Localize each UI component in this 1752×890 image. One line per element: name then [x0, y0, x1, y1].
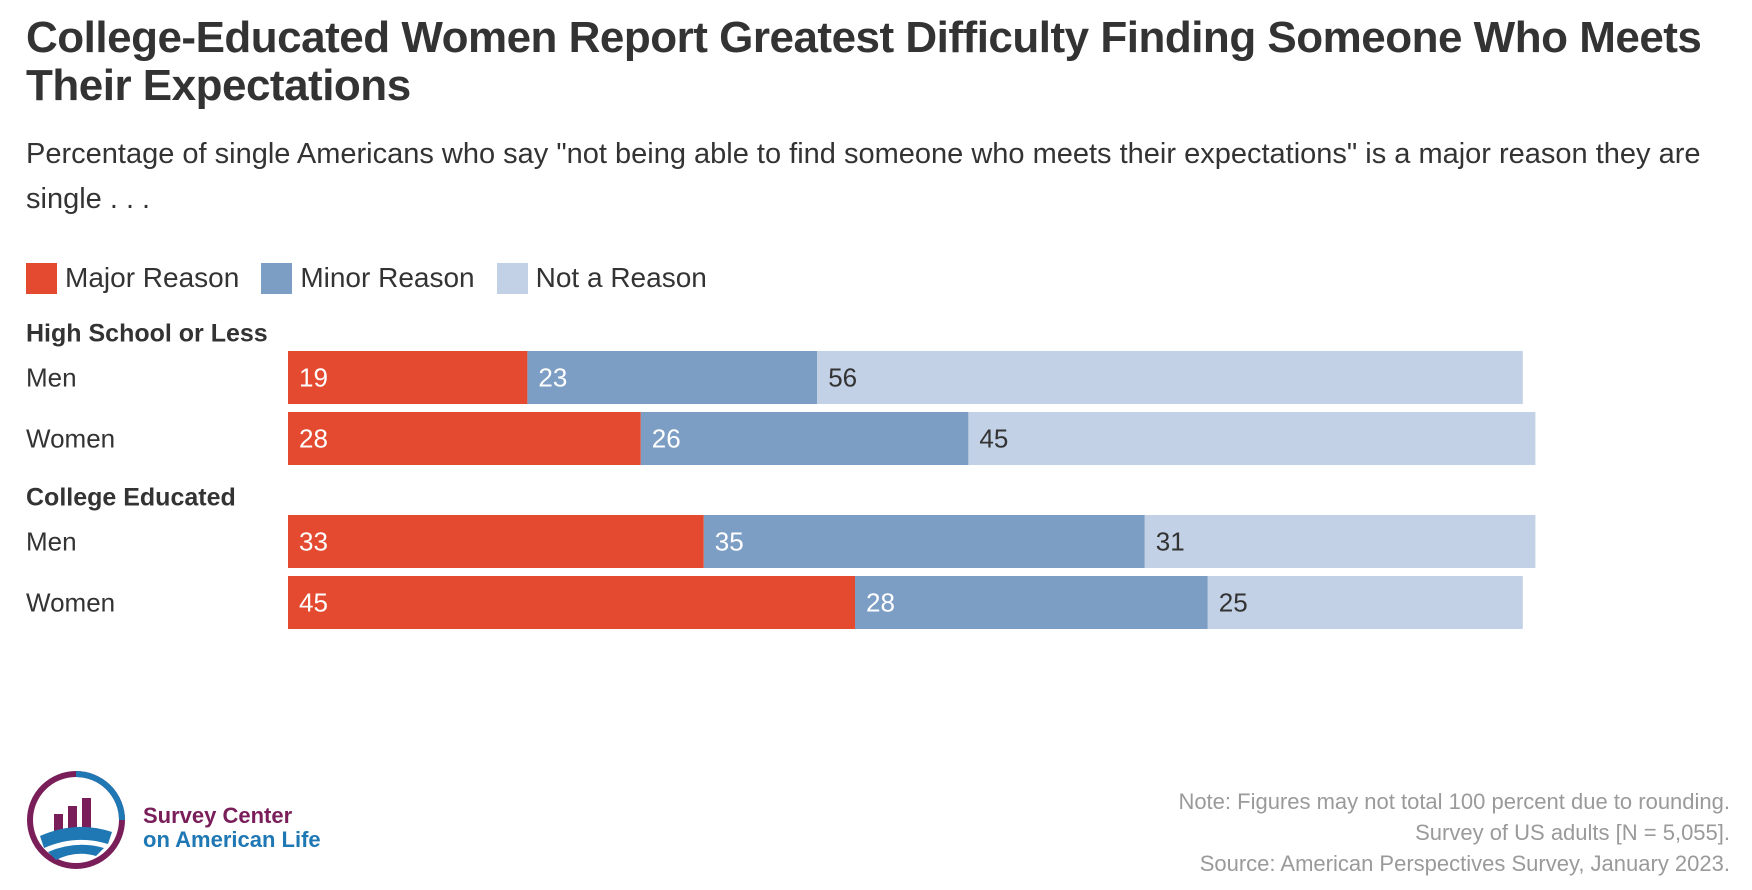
legend: Major Reason Minor Reason Not a Reason [26, 262, 729, 294]
logo-text: Survey Center on American Life [143, 804, 321, 852]
group-label: High School or Less [26, 320, 268, 348]
bar-segment [1144, 515, 1536, 568]
logo-line-2: on American Life [143, 827, 321, 852]
legend-label-not: Not a Reason [535, 262, 707, 293]
bar-segment [288, 412, 641, 465]
data-label: 35 [715, 527, 744, 557]
bar-segment [288, 515, 704, 568]
bar-segment [288, 576, 855, 629]
data-label: 19 [299, 363, 328, 393]
survey-center-logo-icon [27, 771, 125, 869]
data-label: 45 [299, 588, 328, 618]
data-label: 45 [979, 424, 1008, 454]
data-label: 56 [828, 363, 857, 393]
chart-title: College-Educated Women Report Greatest D… [26, 13, 1702, 110]
group-label: College Educated [26, 484, 236, 512]
data-label: 28 [299, 424, 328, 454]
legend-item-major: Major Reason [26, 262, 239, 294]
bar-segment [527, 351, 818, 404]
bar-segment [288, 351, 528, 404]
row-label: Women [26, 424, 115, 454]
data-label: 28 [866, 588, 895, 618]
bar-segment [817, 351, 1523, 404]
row-label: Men [26, 527, 77, 557]
note-sample: Survey of US adults [N = 5,055]. [1415, 820, 1730, 845]
legend-swatch-minor [261, 262, 293, 294]
legend-label-major: Major Reason [65, 262, 240, 293]
logo-line-1: Survey Center [143, 803, 293, 828]
row-label: Men [26, 363, 77, 393]
note-rounding: Note: Figures may not total 100 percent … [1178, 789, 1730, 814]
chart-notes: Note: Figures may not total 100 percent … [1178, 786, 1730, 879]
bar-segment [703, 515, 1145, 568]
note-source: Source: American Perspectives Survey, Ja… [1199, 851, 1730, 876]
bar-segment [855, 576, 1208, 629]
stacked-bar-chart: High School or Less Men 19 23 56 Women 28 26 45 C… [26, 320, 1536, 629]
legend-item-not: Not a Reason [496, 262, 707, 294]
data-label: 33 [299, 527, 328, 557]
bar-segment [640, 412, 969, 465]
chart-subtitle: Percentage of single Americans who say "… [26, 138, 1701, 215]
legend-item-minor: Minor Reason [261, 262, 475, 294]
data-label: 31 [1156, 527, 1185, 557]
row-label: Women [26, 588, 115, 618]
legend-swatch-not [496, 262, 528, 294]
legend-label-minor: Minor Reason [300, 262, 475, 293]
data-label: 25 [1219, 588, 1248, 618]
bar-segment [968, 412, 1536, 465]
legend-swatch-major [26, 262, 57, 294]
data-label: 23 [538, 363, 567, 393]
bar-segment [1207, 576, 1523, 629]
data-label: 26 [652, 424, 681, 454]
